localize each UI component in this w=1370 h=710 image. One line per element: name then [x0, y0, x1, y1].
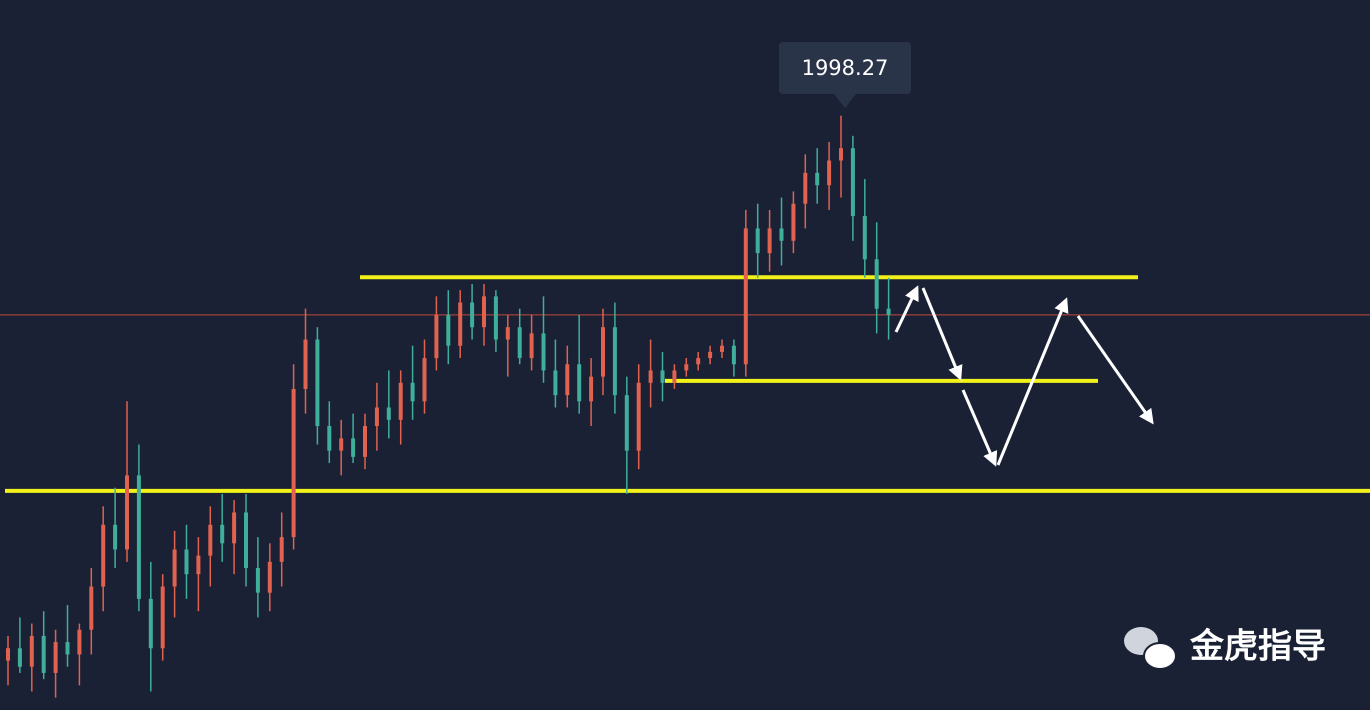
candle-body [886, 308, 891, 315]
candle-body [624, 395, 629, 451]
candle-body [232, 512, 237, 544]
watermark-text: 金虎指导 [1189, 627, 1326, 667]
candle-body [160, 586, 165, 649]
candle-body [482, 296, 486, 328]
arrow [961, 389, 998, 467]
candle-body [553, 370, 558, 396]
candle-body [446, 314, 451, 346]
candle-body [184, 549, 189, 575]
candle-body [708, 351, 713, 359]
candle-body [529, 333, 534, 359]
candle-body [874, 259, 879, 309]
candle-body [565, 364, 570, 396]
candle-body [791, 203, 796, 241]
candle-body [767, 228, 772, 254]
candle-body [720, 345, 724, 352]
candle-body [779, 228, 784, 241]
candle-body [220, 524, 225, 544]
candle-body [398, 382, 403, 420]
candle-body [6, 648, 10, 661]
candle-body [410, 382, 415, 402]
candle-body [291, 388, 296, 538]
candle-body [648, 370, 653, 383]
candle-body [458, 302, 463, 346]
tooltip-text: 1998.27 [802, 56, 889, 80]
candle-body [636, 382, 641, 451]
candle-body [17, 648, 22, 667]
candle-body [589, 376, 594, 402]
candle-body [327, 426, 332, 451]
tooltip-pointer [834, 94, 856, 108]
watermark: 金虎指导 [1124, 627, 1326, 670]
candle-body [363, 426, 367, 457]
tooltip-box [779, 42, 911, 94]
candle-body [731, 345, 736, 365]
candle-body [136, 475, 141, 599]
candle-body [41, 635, 46, 673]
candle-body [862, 216, 867, 260]
candle-body [612, 327, 617, 396]
candle-body [601, 327, 605, 377]
candle-body [29, 635, 34, 667]
candle-body [660, 370, 665, 383]
arrow [996, 297, 1069, 466]
arrow [894, 285, 919, 333]
levels [0, 275, 1370, 493]
candle-body [493, 296, 498, 340]
candle-body [434, 314, 439, 359]
candle-body [517, 327, 522, 359]
candle-body [351, 438, 356, 457]
candle-body [339, 438, 344, 451]
candle-body [839, 148, 843, 161]
wechat-icon [1143, 642, 1177, 670]
candle-body [743, 228, 748, 365]
candles [6, 115, 891, 698]
candle-body [684, 364, 689, 371]
candle-body [208, 524, 213, 556]
candle-body [850, 148, 855, 217]
candle-body [279, 537, 284, 562]
candle-body [470, 302, 475, 328]
candle-body [672, 370, 677, 383]
high-tooltip: 1998.27 [779, 42, 911, 108]
candle-body [255, 568, 260, 593]
arrow [921, 287, 963, 381]
candle-body [815, 172, 820, 186]
candle-body [386, 407, 391, 420]
candle-body [172, 549, 177, 587]
candle-body [827, 160, 832, 186]
candle-body [101, 524, 106, 587]
candle-body [696, 358, 701, 365]
candle-body [148, 598, 153, 649]
candle-body [505, 327, 510, 340]
candle-body [577, 364, 582, 402]
candle-body [303, 339, 308, 389]
candle-body [89, 586, 94, 630]
candle-body [803, 172, 808, 204]
candle-body [267, 561, 272, 593]
candle-body [196, 555, 201, 575]
candle-body [53, 642, 58, 673]
candle-body [113, 524, 118, 550]
arrows [894, 285, 1154, 467]
candle-body [541, 333, 546, 371]
candle-body [755, 228, 760, 254]
candle-body [65, 642, 70, 655]
arrow [1076, 315, 1154, 425]
candle-body [77, 629, 82, 655]
candle-body [244, 512, 248, 568]
candle-body [374, 407, 379, 426]
candle-body [315, 339, 320, 426]
candle-body [422, 358, 427, 402]
candle-body [125, 475, 129, 550]
